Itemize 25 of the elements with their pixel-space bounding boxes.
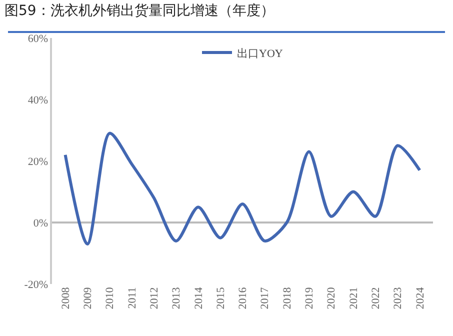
x-tick-label: 2011 (126, 287, 138, 309)
x-tick-label: 2024 (414, 286, 426, 310)
x-tick-label: 2023 (392, 286, 404, 310)
y-tick-label: 20% (28, 156, 48, 168)
x-tick-label: 2015 (214, 286, 227, 310)
y-tick-label: 60% (28, 32, 48, 45)
legend-label: 出口YOY (237, 46, 283, 60)
x-tick-label: 2014 (192, 286, 205, 310)
y-tick-label: 0% (33, 217, 48, 230)
line-series (64, 132, 422, 246)
x-tick-label: 2008 (60, 286, 72, 310)
x-tick-label: 2009 (82, 286, 94, 310)
chart-title: 图59：洗衣机外销出货量同比增速（年度） (4, 2, 274, 19)
x-tick-label: 2019 (304, 286, 316, 310)
x-tick-label: 2010 (104, 286, 116, 310)
x-tick-label: 2017 (259, 286, 272, 310)
x-tick-label: 2016 (237, 286, 250, 310)
x-tick-label: 2018 (281, 286, 294, 310)
x-tick-label: 2021 (348, 287, 360, 310)
x-tick-label: 2013 (170, 286, 183, 310)
x-tick-label: 2012 (148, 287, 160, 310)
y-tick-label: 40% (28, 94, 48, 106)
x-tick-label: 2022 (370, 287, 382, 310)
y-tick-label: -20% (24, 278, 48, 291)
x-tick-label: 2020 (326, 286, 338, 310)
